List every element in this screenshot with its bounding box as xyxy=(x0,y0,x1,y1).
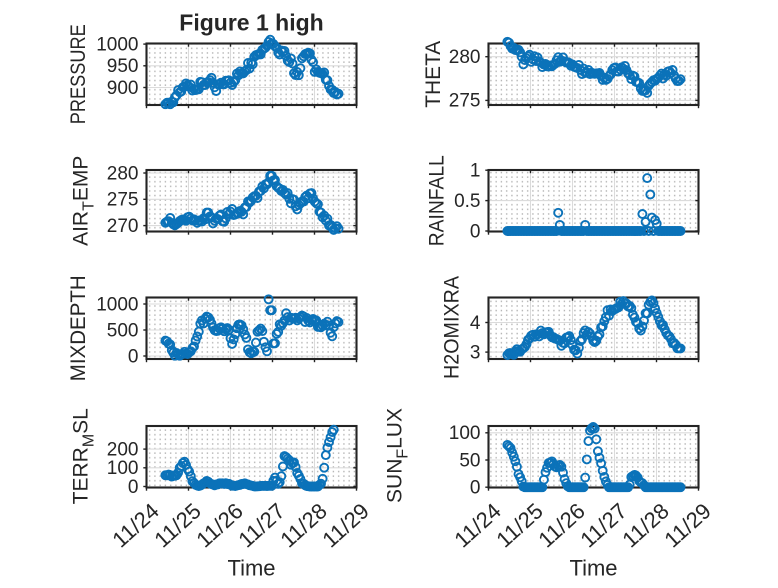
svg-text:H2OMIXRA: H2OMIXRA xyxy=(441,276,464,379)
svg-text:MIXDEPTH: MIXDEPTH xyxy=(67,275,90,381)
svg-text:280: 280 xyxy=(449,47,481,68)
svg-text:4: 4 xyxy=(470,313,481,334)
svg-text:3: 3 xyxy=(470,342,481,363)
svg-text:0: 0 xyxy=(128,346,139,367)
svg-text:200: 200 xyxy=(107,439,139,460)
svg-text:0.5: 0.5 xyxy=(454,191,480,212)
svg-text:100: 100 xyxy=(449,423,481,444)
svg-text:Figure 1 high: Figure 1 high xyxy=(179,10,323,36)
svg-text:THETA: THETA xyxy=(422,41,445,108)
svg-text:0: 0 xyxy=(128,477,139,498)
svg-text:Time: Time xyxy=(569,556,617,581)
svg-text:270: 270 xyxy=(107,216,139,237)
svg-text:PRESSURE: PRESSURE xyxy=(67,24,90,124)
svg-text:0: 0 xyxy=(470,478,481,499)
svg-text:500: 500 xyxy=(107,320,139,341)
svg-text:Time: Time xyxy=(227,556,275,581)
svg-text:0: 0 xyxy=(470,221,481,242)
svg-text:1000: 1000 xyxy=(96,294,138,315)
svg-text:275: 275 xyxy=(449,91,481,112)
svg-text:950: 950 xyxy=(107,56,139,77)
svg-text:1: 1 xyxy=(470,161,481,182)
svg-text:900: 900 xyxy=(107,78,139,99)
svg-text:275: 275 xyxy=(107,190,139,211)
svg-text:50: 50 xyxy=(459,450,480,471)
svg-text:100: 100 xyxy=(107,458,139,479)
svg-text:RAINFALL: RAINFALL xyxy=(426,155,449,246)
svg-text:280: 280 xyxy=(107,163,139,184)
svg-text:1000: 1000 xyxy=(96,34,138,55)
